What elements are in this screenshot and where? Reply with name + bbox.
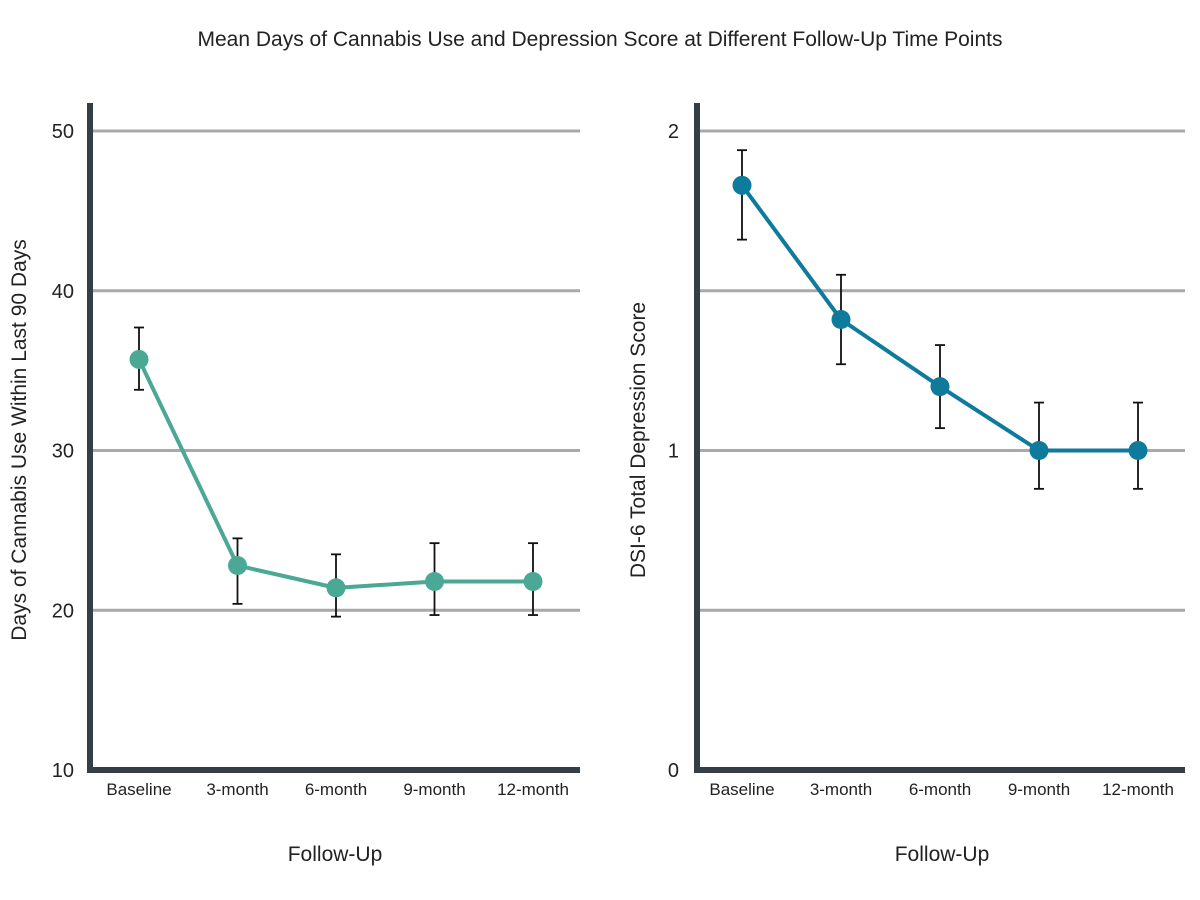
y-tick-label: 0	[668, 760, 679, 782]
chart-panel-2: 0 1 2 Baseline 3-month 6-month 9-month 12-month…	[627, 103, 1185, 866]
data-point	[425, 571, 444, 591]
x-tick-label: 9-month	[403, 780, 465, 799]
x-axis-label: Follow-Up	[288, 843, 383, 866]
y-tick-label: 1	[668, 441, 679, 463]
y-tick-label: 50	[52, 121, 74, 143]
y-tick-label: 30	[52, 441, 74, 463]
data-point	[1128, 441, 1148, 460]
x-tick-label: 12-month	[1102, 780, 1174, 799]
x-tick-label: Baseline	[709, 780, 774, 799]
x-tick-label: 3-month	[810, 780, 872, 799]
data-point	[129, 349, 149, 369]
x-tick-label: 6-month	[305, 780, 367, 799]
y-tick-label: 2	[668, 121, 679, 143]
chart-title: Mean Days of Cannabis Use and Depression…	[197, 28, 1003, 51]
y-axis-label: Days of Cannabis Use Within Last 90 Days	[8, 239, 31, 641]
x-axis-label: Follow-Up	[895, 843, 990, 866]
y-tick-label: 20	[52, 600, 74, 622]
y-axis-label: DSI-6 Total Depression Score	[627, 302, 650, 578]
chart-panel-1: 10 20 30 40 50 Baseline 3-month 6-month 9-month 1…	[8, 103, 580, 866]
x-tick-label: Baseline	[106, 780, 171, 799]
y-tick-label: 40	[52, 281, 74, 303]
x-tick-label: 12-month	[497, 780, 569, 799]
data-point	[326, 578, 346, 598]
data-point	[732, 175, 752, 195]
data-point	[228, 556, 247, 576]
data-point	[1029, 441, 1049, 460]
data-point	[831, 310, 851, 330]
data-point	[930, 377, 950, 397]
x-tick-label: 3-month	[206, 780, 268, 799]
x-tick-label: 6-month	[909, 780, 971, 799]
y-tick-label: 10	[52, 760, 74, 782]
data-point	[523, 571, 543, 591]
x-tick-label: 9-month	[1008, 780, 1070, 799]
